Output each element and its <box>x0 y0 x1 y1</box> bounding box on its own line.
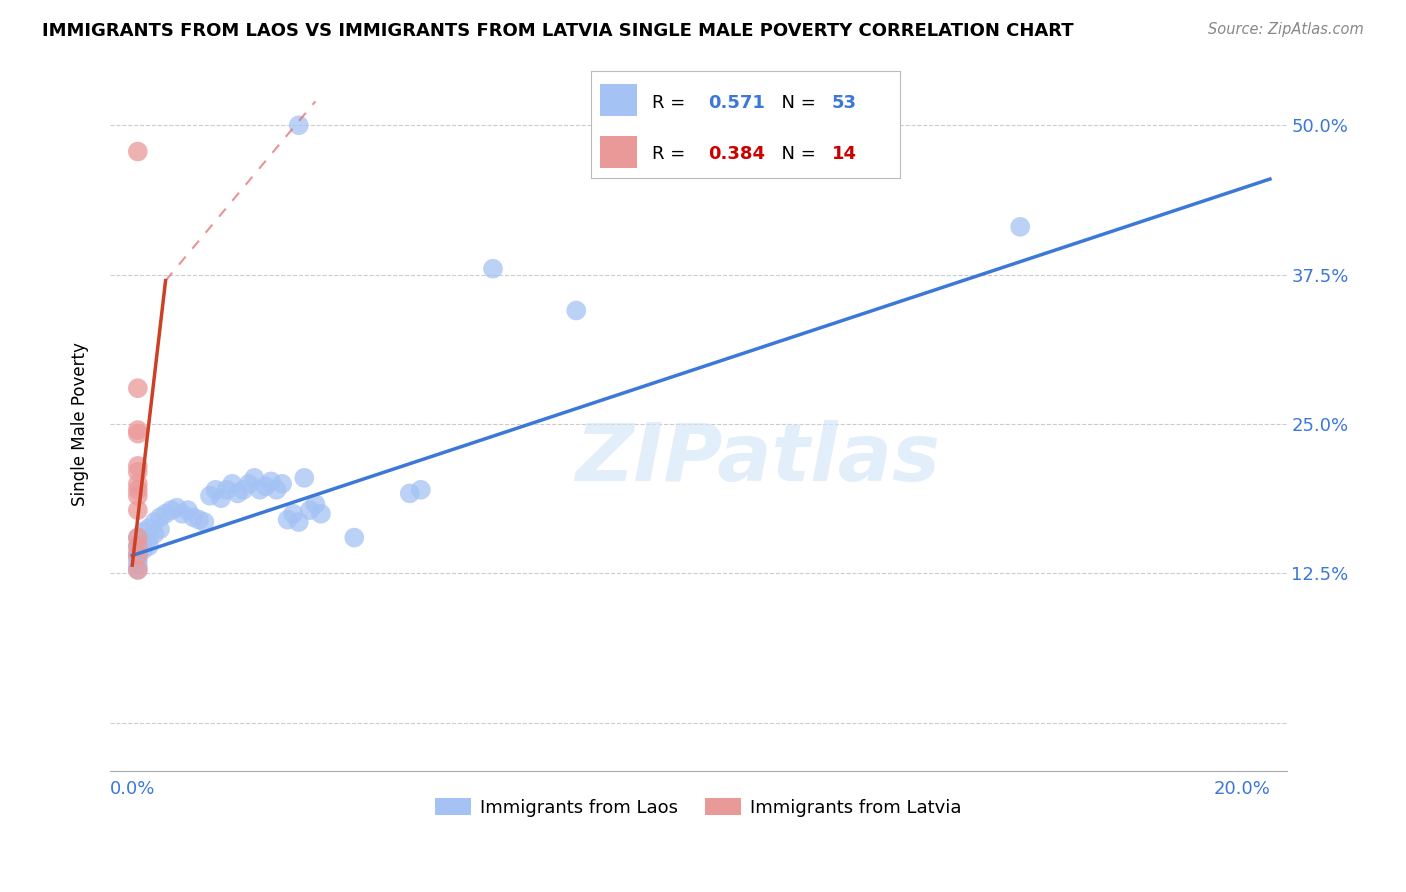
Point <box>149 510 172 524</box>
Text: 53: 53 <box>832 94 856 112</box>
Point <box>243 471 266 485</box>
Text: Source: ZipAtlas.com: Source: ZipAtlas.com <box>1208 22 1364 37</box>
Point <box>127 476 149 491</box>
Point <box>138 531 160 545</box>
Point <box>127 483 149 497</box>
Point <box>138 539 160 553</box>
Point <box>266 483 288 497</box>
Point <box>143 515 166 529</box>
Y-axis label: Single Male Poverty: Single Male Poverty <box>72 343 89 506</box>
Point <box>298 503 321 517</box>
Point <box>232 483 254 497</box>
Point <box>254 479 277 493</box>
Legend: Immigrants from Laos, Immigrants from Latvia: Immigrants from Laos, Immigrants from La… <box>427 791 969 824</box>
Point <box>271 476 294 491</box>
Point <box>127 465 149 479</box>
Point <box>127 539 149 553</box>
Point <box>127 558 149 573</box>
Text: 0.384: 0.384 <box>709 145 765 163</box>
Point <box>127 549 149 563</box>
Point <box>398 486 420 500</box>
Point <box>309 507 332 521</box>
Point <box>127 426 149 441</box>
Point <box>127 458 149 473</box>
Point <box>260 475 283 489</box>
Point <box>304 497 326 511</box>
Point <box>249 483 271 497</box>
Point <box>127 563 149 577</box>
Point <box>166 500 188 515</box>
Point <box>143 527 166 541</box>
Point <box>127 553 149 567</box>
Text: N =: N = <box>770 145 821 163</box>
Point <box>127 145 149 159</box>
Point <box>132 524 155 539</box>
Text: R =: R = <box>652 145 692 163</box>
FancyBboxPatch shape <box>600 84 637 116</box>
Point <box>127 563 149 577</box>
Point <box>238 476 260 491</box>
Text: IMMIGRANTS FROM LAOS VS IMMIGRANTS FROM LATVIA SINGLE MALE POVERTY CORRELATION C: IMMIGRANTS FROM LAOS VS IMMIGRANTS FROM … <box>42 22 1074 40</box>
Point <box>181 510 204 524</box>
Point <box>226 486 249 500</box>
Point <box>277 513 299 527</box>
Point <box>287 118 309 132</box>
Point <box>132 542 155 557</box>
Point <box>127 539 149 553</box>
Point <box>215 483 238 497</box>
Point <box>127 531 149 545</box>
Point <box>287 515 309 529</box>
Point <box>160 503 183 517</box>
Text: 14: 14 <box>832 145 856 163</box>
Text: ZIPatlas: ZIPatlas <box>575 420 939 498</box>
Point <box>127 503 149 517</box>
Point <box>204 483 226 497</box>
FancyBboxPatch shape <box>600 136 637 168</box>
Point <box>127 423 149 437</box>
Point <box>132 534 155 549</box>
Point <box>127 531 149 545</box>
Point <box>221 476 243 491</box>
Point <box>177 503 200 517</box>
Point <box>409 483 432 497</box>
Point <box>127 545 149 559</box>
Point <box>172 507 194 521</box>
Point <box>155 507 177 521</box>
Point <box>127 489 149 503</box>
Point <box>193 515 215 529</box>
Point <box>187 513 209 527</box>
Point <box>1010 219 1032 234</box>
Text: R =: R = <box>652 94 692 112</box>
Point <box>292 471 315 485</box>
Point <box>209 491 232 505</box>
Point <box>149 522 172 536</box>
Point <box>283 507 305 521</box>
Point <box>127 549 149 563</box>
Text: 0.571: 0.571 <box>709 94 765 112</box>
Point <box>482 261 505 276</box>
Text: N =: N = <box>770 94 821 112</box>
Point <box>343 531 366 545</box>
Point <box>198 489 221 503</box>
Point <box>565 303 588 318</box>
Point <box>138 521 160 535</box>
Point <box>127 381 149 395</box>
